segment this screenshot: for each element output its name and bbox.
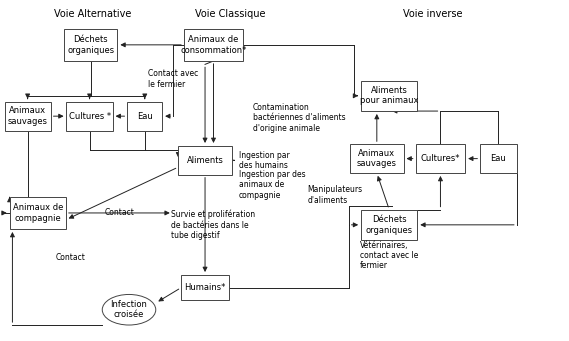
FancyBboxPatch shape: [480, 144, 517, 173]
Text: Déchets
organiques: Déchets organiques: [366, 215, 413, 235]
Text: Contact avec
le fermier: Contact avec le fermier: [148, 69, 198, 89]
Text: Cultures*: Cultures*: [420, 154, 460, 163]
FancyBboxPatch shape: [181, 275, 229, 300]
Text: Humains*: Humains*: [184, 283, 226, 292]
Text: Contact: Contact: [105, 208, 135, 218]
Text: Animaux de
consommation*: Animaux de consommation*: [180, 35, 247, 55]
Text: Aliments: Aliments: [187, 156, 224, 165]
Text: Vétérinaires,
contact avec le
fermier: Vétérinaires, contact avec le fermier: [360, 240, 418, 270]
FancyBboxPatch shape: [361, 80, 418, 111]
Text: Survie et prolifération
de bactéries dans le
tube digestif: Survie et prolifération de bactéries dan…: [171, 210, 255, 240]
Text: Eau: Eau: [490, 154, 506, 163]
Text: Ingestion par
des humains: Ingestion par des humains: [239, 151, 290, 170]
FancyBboxPatch shape: [416, 144, 465, 173]
Text: Animaux de
compagnie: Animaux de compagnie: [13, 203, 63, 223]
FancyBboxPatch shape: [361, 210, 418, 240]
Text: Voie Classique: Voie Classique: [195, 9, 266, 19]
FancyBboxPatch shape: [178, 146, 232, 175]
Text: Contact: Contact: [56, 253, 86, 262]
Text: Voie inverse: Voie inverse: [403, 9, 463, 19]
Text: Eau: Eau: [137, 112, 152, 121]
Text: Cultures *: Cultures *: [68, 112, 110, 121]
FancyBboxPatch shape: [350, 144, 403, 173]
Text: Infection
croisée: Infection croisée: [110, 300, 147, 320]
FancyBboxPatch shape: [184, 29, 243, 61]
Text: Contamination
bactériennes d'aliments
d'origine animale: Contamination bactériennes d'aliments d'…: [253, 103, 345, 133]
FancyBboxPatch shape: [5, 102, 51, 131]
Text: Voie Alternative: Voie Alternative: [53, 9, 131, 19]
Text: Aliments
pour animaux: Aliments pour animaux: [360, 86, 418, 105]
Text: Animaux
sauvages: Animaux sauvages: [7, 106, 48, 126]
FancyBboxPatch shape: [127, 102, 162, 131]
FancyBboxPatch shape: [67, 102, 113, 131]
Text: Manipulateurs
d'aliments: Manipulateurs d'aliments: [307, 185, 362, 205]
Text: Déchets
organiques: Déchets organiques: [67, 35, 114, 55]
Ellipse shape: [102, 295, 156, 325]
Text: Ingestion par des
animaux de
compagnie: Ingestion par des animaux de compagnie: [239, 170, 306, 200]
Text: Animaux
sauvages: Animaux sauvages: [357, 149, 397, 168]
FancyBboxPatch shape: [64, 29, 117, 61]
FancyBboxPatch shape: [10, 197, 66, 229]
